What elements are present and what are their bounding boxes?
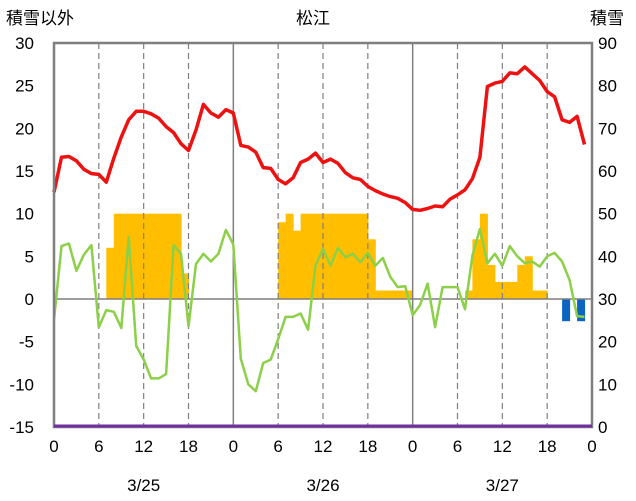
bar-snow_blue [562, 299, 571, 322]
y-right-tick: 0 [598, 418, 607, 437]
y-left-tick: 10 [15, 205, 34, 224]
bar-snow_orange [113, 213, 122, 299]
y-right-tick: 20 [598, 333, 617, 352]
bar-snow_orange [151, 213, 160, 299]
bar-snow_orange [465, 290, 473, 299]
bar-snow_orange [472, 239, 481, 299]
bar-snow_orange [382, 290, 391, 299]
x-date-label: 3/27 [486, 476, 519, 495]
bar-snow_orange [390, 290, 399, 299]
right-axis-title: 積雪 [590, 9, 624, 29]
bar-snow_orange [517, 264, 526, 299]
bar-snow_orange [166, 213, 175, 299]
x-date-label: 3/26 [306, 476, 339, 495]
y-left-tick: 20 [15, 119, 34, 138]
y-left-tick: 5 [25, 247, 34, 266]
bar-snow_orange [352, 213, 361, 299]
bar-snow_blue [577, 299, 586, 322]
y-left-tick: 15 [15, 162, 34, 181]
bar-snow_orange [285, 213, 294, 299]
y-right-tick: 50 [598, 205, 617, 224]
y-left-tick: -5 [19, 333, 34, 352]
y-left-tick: -10 [9, 375, 34, 394]
y-right-tick: 30 [598, 290, 617, 309]
bar-snow_orange [539, 290, 548, 299]
bar-snow_orange [375, 290, 384, 299]
y-left-tick: 25 [15, 77, 34, 96]
bar-snow_orange [509, 281, 518, 299]
series-green [52, 227, 585, 393]
bar-snow_orange [136, 213, 145, 299]
bar-snow_orange [524, 256, 533, 299]
bar-snow_orange [479, 213, 488, 299]
bar-snow_orange [106, 247, 115, 299]
x-hour-tick: 0 [408, 437, 417, 456]
y-right-tick: 40 [598, 247, 617, 266]
bar-snow_orange [278, 222, 287, 299]
chart-title: 松江 [296, 9, 330, 29]
x-hour-tick: 6 [453, 437, 462, 456]
x-hour-tick: 18 [358, 437, 377, 456]
y-right-tick: 90 [598, 34, 617, 53]
bar-snow_orange [405, 290, 414, 299]
bar-snow_orange [337, 213, 346, 299]
bar-snow_orange [308, 213, 317, 299]
bar-snow_orange [494, 281, 503, 299]
x-hour-tick: 6 [273, 437, 282, 456]
x-hour-tick: 0 [49, 437, 58, 456]
x-hour-tick: 12 [314, 437, 333, 456]
left-axis-title: 積雪以外 [6, 9, 74, 29]
bar-snow_orange [293, 230, 302, 299]
bar-snow_orange [487, 264, 496, 299]
y-left-tick: -15 [9, 418, 34, 437]
x-hour-tick: 18 [179, 437, 198, 456]
bar-snow_orange [143, 213, 152, 299]
y-left-tick: 30 [15, 34, 34, 53]
y-right-tick: 80 [598, 77, 617, 96]
series-red [52, 65, 587, 213]
y-right-tick: 70 [598, 119, 617, 138]
x-hour-tick: 18 [538, 437, 557, 456]
y-right-tick: 60 [598, 162, 617, 181]
x-hour-tick: 0 [587, 437, 596, 456]
bar-snow_orange [532, 290, 541, 299]
bar-snow_orange [367, 239, 376, 299]
bar-snow_orange [128, 213, 137, 299]
bar-snow_orange [502, 281, 511, 299]
bar-snow_orange [158, 213, 167, 299]
x-hour-tick: 12 [134, 437, 153, 456]
bar-snow_orange [121, 213, 130, 299]
bar-snow_orange [300, 213, 309, 299]
y-right-tick: 10 [598, 375, 617, 394]
x-hour-tick: 0 [229, 437, 238, 456]
y-left-tick: 0 [25, 290, 34, 309]
x-date-label: 3/25 [127, 476, 160, 495]
bar-snow_orange [173, 213, 182, 299]
bar-snow_orange [397, 290, 406, 299]
x-hour-tick: 6 [94, 437, 103, 456]
x-hour-tick: 12 [493, 437, 512, 456]
